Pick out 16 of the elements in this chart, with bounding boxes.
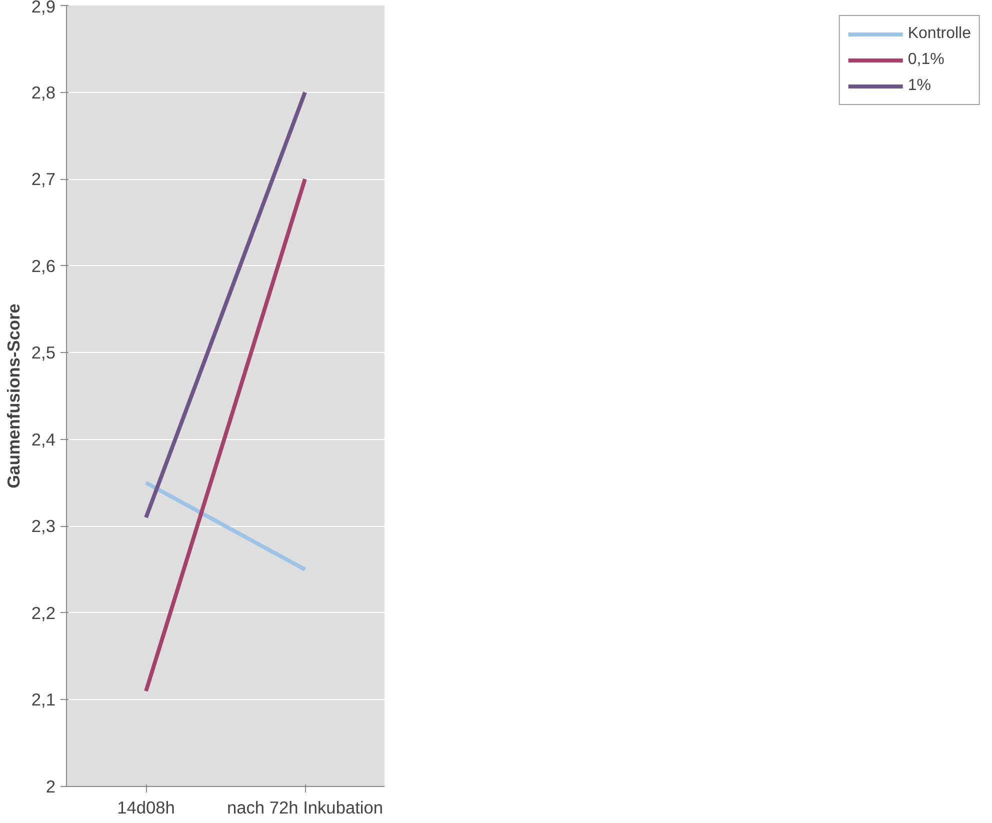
y-tick-label: 2,4: [31, 429, 56, 450]
legend-label: 1%: [908, 77, 931, 95]
x-tick-label: 14d08h: [117, 798, 175, 818]
y-tick-label: 2: [46, 776, 56, 796]
y-tick-label: 2,8: [31, 82, 56, 102]
y-tick-label: 2,5: [31, 342, 56, 363]
y-tick-label: 2,6: [31, 256, 56, 276]
legend-label: 0,1%: [908, 51, 944, 69]
legend-label: Kontrolle: [908, 25, 971, 43]
y-tick-label: 2,2: [31, 602, 56, 623]
x-tick-label: nach 72h Inkubation: [226, 798, 384, 818]
y-tick-label: 2,3: [31, 516, 56, 536]
y-tick-label: 2,9: [31, 0, 56, 16]
y-tick-label: 2,7: [31, 169, 56, 190]
y-tick-label: 2,1: [31, 690, 56, 710]
y-axis-title: Gaumenfusions-Score: [3, 303, 24, 488]
